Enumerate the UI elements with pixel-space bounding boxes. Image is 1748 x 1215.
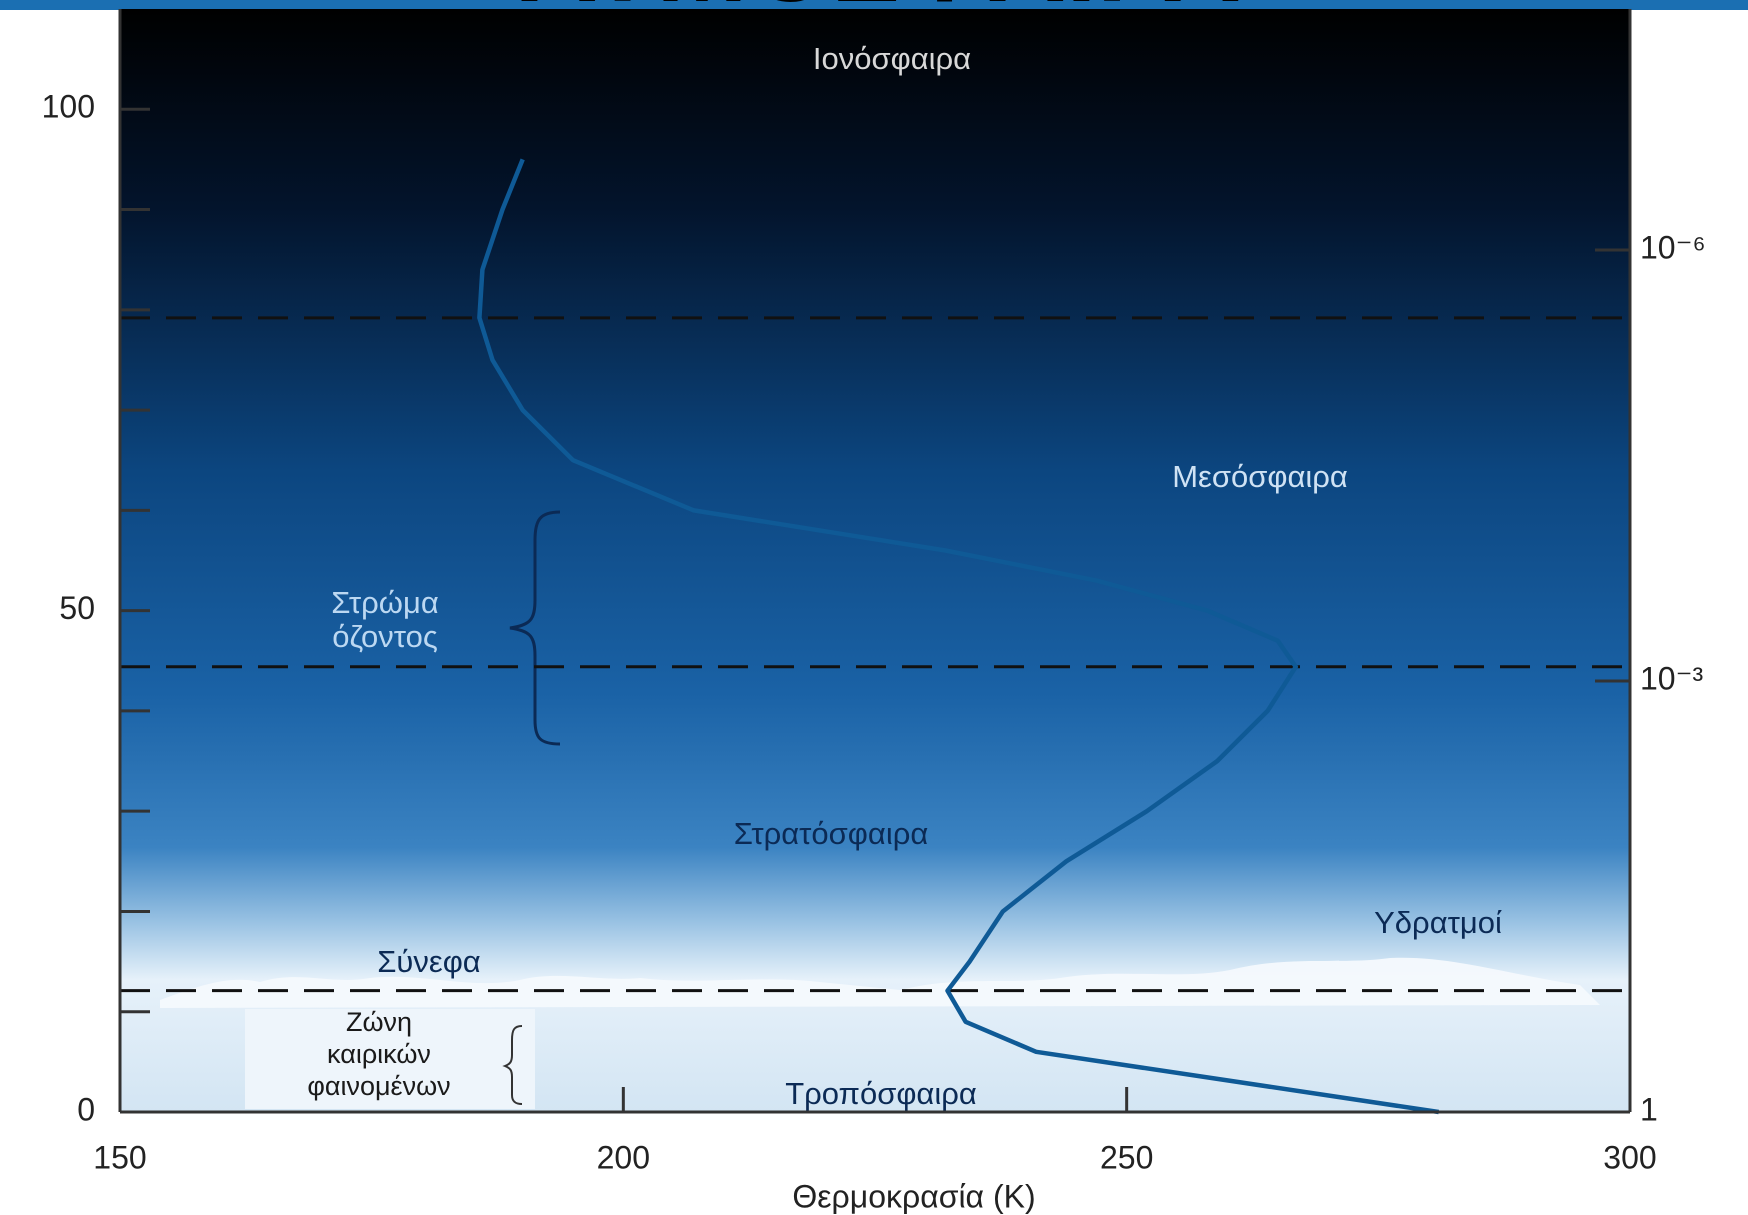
annotation: Σύνεφα bbox=[377, 944, 481, 979]
temperature-curve bbox=[477, 158, 1440, 1115]
weather-zone-box bbox=[245, 1009, 535, 1109]
ozone-brace bbox=[509, 510, 561, 746]
x-axis-label: Θερμοκρασία (K) bbox=[792, 1178, 1035, 1214]
annotation: Στρατόσφαιρα bbox=[734, 816, 929, 851]
weather-brace bbox=[502, 1025, 523, 1105]
y-tick-label: 50 bbox=[59, 590, 95, 626]
annotation: Υδρατμοί bbox=[1374, 905, 1502, 940]
plot-background bbox=[120, 9, 1630, 1112]
annotation: Ζώνη bbox=[346, 1007, 412, 1037]
header-band bbox=[0, 0, 1748, 10]
annotation: καιρικών bbox=[327, 1039, 431, 1069]
x-tick-label: 200 bbox=[597, 1139, 650, 1175]
x-tick-label: 150 bbox=[93, 1139, 146, 1175]
x-tick-label: 250 bbox=[1100, 1139, 1153, 1175]
clouds bbox=[160, 957, 1600, 1008]
annotation: Στρώμα bbox=[331, 585, 439, 620]
y-tick-label: 100 bbox=[42, 89, 95, 125]
annotation: όζοντος bbox=[332, 619, 438, 654]
y-tick-label: 0 bbox=[77, 1091, 95, 1127]
annotation: Ιονόσφαιρα bbox=[813, 41, 971, 76]
annotation: φαινομένων bbox=[307, 1071, 450, 1101]
y2-tick-label: 10⁻³ bbox=[1640, 660, 1703, 696]
annotation: Τροπόσφαιρα bbox=[785, 1076, 977, 1111]
annotation: Μεσόσφαιρα bbox=[1172, 459, 1348, 494]
y2-tick-label: 1 bbox=[1640, 1091, 1658, 1127]
x-tick-label: 300 bbox=[1603, 1139, 1656, 1175]
y2-tick-label: 10⁻⁶ bbox=[1640, 229, 1706, 265]
